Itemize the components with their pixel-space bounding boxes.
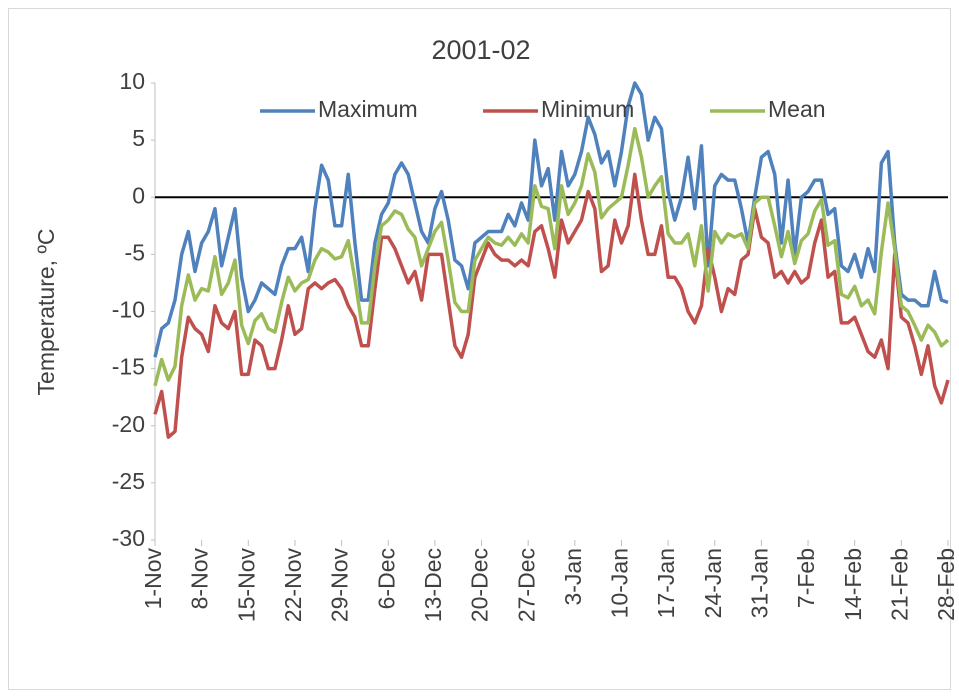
x-tick-label: 17-Jan <box>653 548 679 618</box>
x-tick-label: 22-Nov <box>280 548 306 623</box>
x-tick-label: 24-Jan <box>700 548 726 618</box>
legend-label: Mean <box>768 96 826 122</box>
x-tick-label: 20-Dec <box>467 548 493 622</box>
series-line <box>153 172 950 439</box>
y-tick-label: 0 <box>132 182 145 208</box>
y-tick-label: -10 <box>112 297 145 323</box>
x-tick-label: 7-Feb <box>793 548 819 608</box>
x-tick-label: 1-Nov <box>140 548 166 610</box>
series-line <box>153 126 950 387</box>
y-axis-label: Temperature, ºC <box>33 229 59 396</box>
chart-border <box>8 8 951 690</box>
x-tick-label: 13-Dec <box>420 548 446 622</box>
series-line <box>153 81 949 358</box>
x-tick-label: 31-Jan <box>746 548 772 618</box>
x-tick-label: 28-Feb <box>933 548 959 621</box>
y-tick-label: 10 <box>119 68 145 94</box>
y-tick-label: -15 <box>112 354 145 380</box>
y-tick-label: -30 <box>112 525 145 551</box>
x-tick-label: 21-Feb <box>886 548 912 621</box>
x-tick-label: 29-Nov <box>327 548 353 623</box>
chart-title: 2001-02 <box>431 35 530 65</box>
y-tick-label: -20 <box>112 411 145 437</box>
x-tick-label: 10-Jan <box>607 548 633 618</box>
x-tick-label: 6-Dec <box>373 548 399 609</box>
x-tick-label: 15-Nov <box>233 548 259 623</box>
legend-label: Minimum <box>541 96 634 122</box>
x-tick-label: 14-Feb <box>840 548 866 621</box>
y-tick-label: 5 <box>132 125 145 151</box>
y-tick-label: -5 <box>125 239 145 265</box>
x-tick-label: 8-Nov <box>187 548 213 610</box>
legend-label: Maximum <box>318 96 418 122</box>
x-tick-label: 27-Dec <box>513 548 539 622</box>
y-tick-label: -25 <box>112 468 145 494</box>
x-tick-label: 3-Jan <box>560 548 586 606</box>
